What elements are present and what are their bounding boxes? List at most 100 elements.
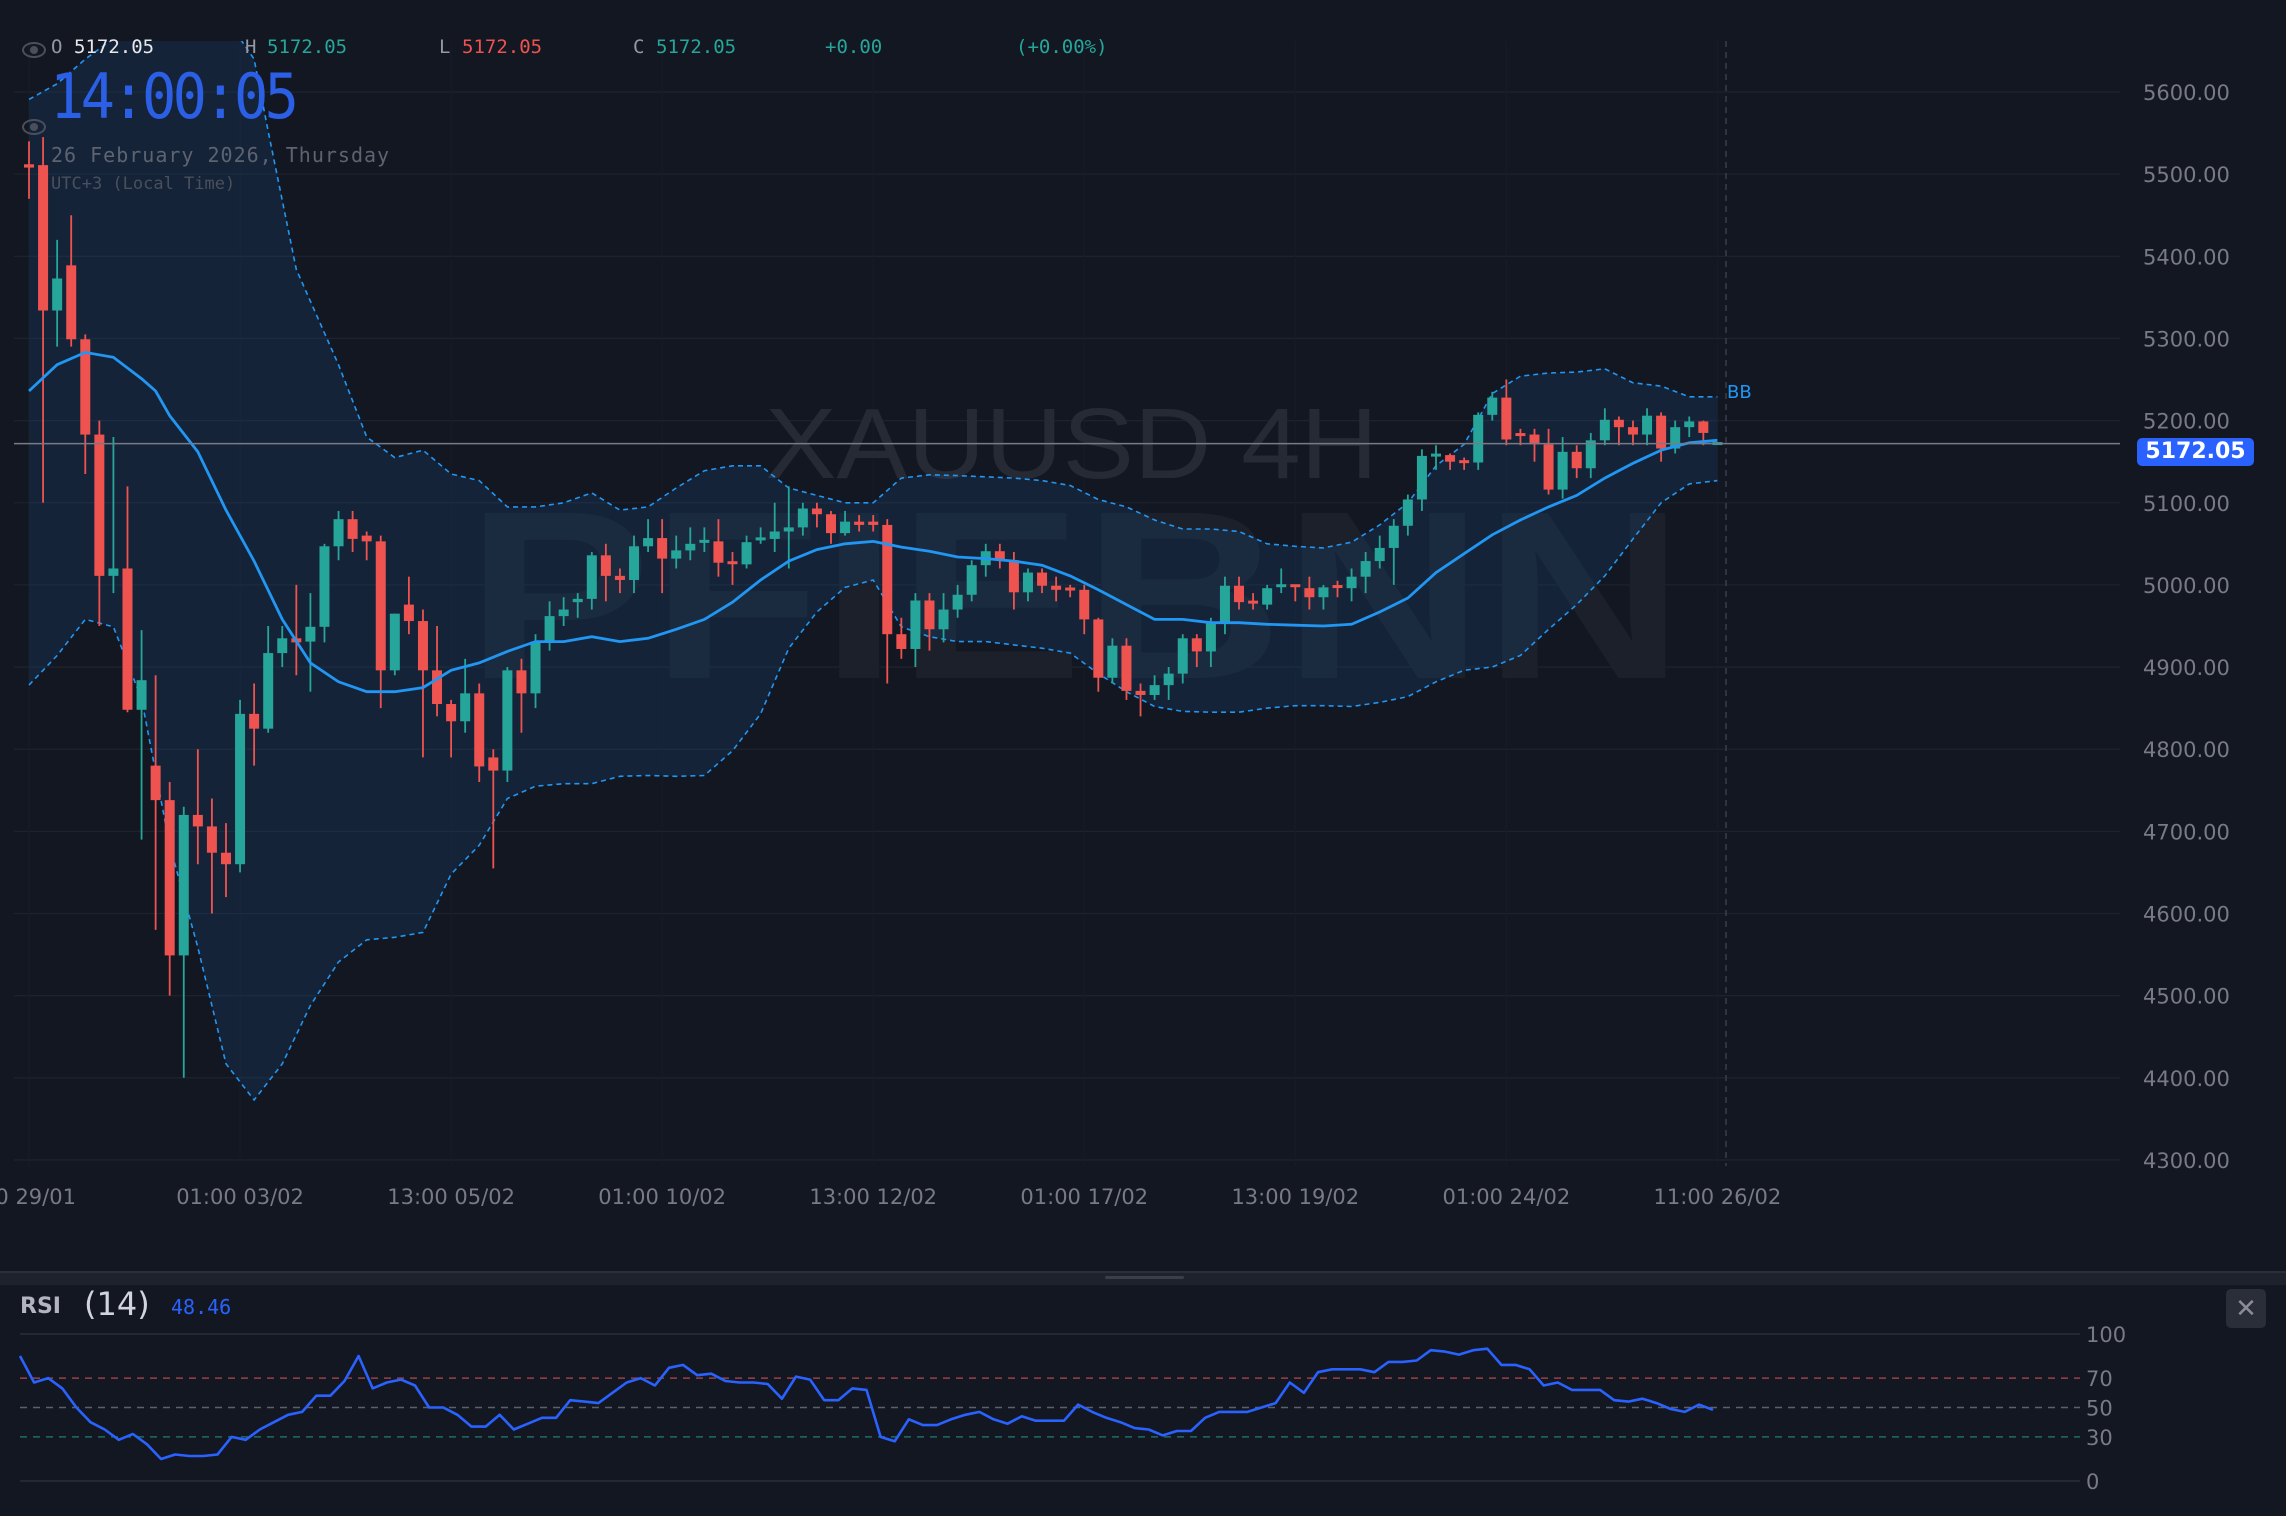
candle <box>1205 617 1216 668</box>
candle-body <box>1684 421 1695 428</box>
candle-body <box>1135 690 1146 695</box>
candle-body <box>333 519 344 547</box>
candle-body <box>502 670 513 771</box>
candle <box>1093 617 1104 692</box>
candle <box>1135 683 1146 717</box>
candle <box>600 543 611 602</box>
candle-body <box>868 521 879 525</box>
candle-body <box>1290 584 1301 588</box>
candle <box>825 510 836 544</box>
candle <box>1065 584 1076 598</box>
time-tick-label: 11:00 26/02 <box>1654 1185 1782 1209</box>
time-tick-label: 01:00 24/02 <box>1442 1185 1570 1209</box>
candle-body <box>94 434 105 576</box>
bollinger-lower-line <box>28 479 1718 1102</box>
candle-body <box>488 757 499 771</box>
candle-body <box>1022 572 1033 593</box>
candle-body <box>1656 415 1667 449</box>
candle-body <box>685 543 696 551</box>
rsi-tick-label: 0 <box>2086 1470 2099 1494</box>
candle-body <box>966 565 977 595</box>
candle-body <box>1093 619 1104 678</box>
candle-body <box>840 521 851 534</box>
candle-body <box>1431 453 1441 457</box>
logo-watermark: PFIEBNN <box>466 461 1684 729</box>
candle <box>375 535 386 709</box>
time-tick-label: 01:00 10/02 <box>598 1185 726 1209</box>
time-tick-label: 01:00 03/02 <box>176 1185 304 1209</box>
candle-body <box>797 508 808 528</box>
rsi-value: 48.46 <box>171 1295 232 1319</box>
price-axis[interactable]: 5600.00 5500.00 5400.00 5300.00 5200.00 5100.… <box>2143 81 2230 1173</box>
candle <box>783 486 794 569</box>
candle <box>586 552 597 610</box>
candle <box>1599 408 1610 446</box>
candle <box>417 609 428 758</box>
candle <box>854 515 865 532</box>
candle-body <box>614 575 625 580</box>
candle <box>1276 568 1287 594</box>
candle-body <box>643 538 654 547</box>
candle-body <box>136 680 147 710</box>
close-rsi-button[interactable]: ✕ <box>2226 1289 2266 1328</box>
candle <box>840 510 851 536</box>
candle-body <box>375 541 386 671</box>
eye-icon[interactable] <box>22 42 46 58</box>
candle-body <box>952 594 963 610</box>
candle-body <box>586 555 597 599</box>
candle-body <box>994 551 1005 561</box>
candle-body <box>1585 440 1596 469</box>
candle-body <box>220 852 231 865</box>
candle-body <box>1149 685 1160 695</box>
candle-body <box>769 531 780 539</box>
candle-body <box>1445 455 1456 462</box>
candle <box>643 519 654 553</box>
candle <box>178 806 189 1078</box>
candle-body <box>713 541 724 563</box>
candle <box>1445 453 1456 470</box>
candle <box>1684 416 1695 438</box>
price-tick-label: 4900.00 <box>2143 656 2230 680</box>
candle <box>474 683 485 783</box>
candle <box>305 593 316 692</box>
time-tick-label: 01:00 17/02 <box>1020 1185 1148 1209</box>
open-value: 5172.05 <box>74 36 155 58</box>
clock-timezone: UTC+3 (Local Time) <box>51 174 236 194</box>
candle <box>403 576 414 635</box>
candle-body <box>1304 588 1315 598</box>
candle <box>868 515 879 532</box>
rsi-tick-label: 50 <box>2086 1397 2113 1421</box>
candle-body <box>206 826 217 853</box>
candle-body <box>1627 427 1638 435</box>
candle <box>460 658 471 733</box>
pane-resize-handle[interactable] <box>1105 1276 1184 1279</box>
candle-body <box>896 634 907 649</box>
candle-body <box>1416 455 1427 500</box>
candle-body <box>235 713 246 865</box>
candle-body <box>600 555 611 576</box>
eye-icon[interactable] <box>22 119 46 135</box>
candle-body <box>882 524 893 635</box>
candle-body <box>755 537 766 541</box>
candle-body <box>460 693 471 722</box>
candle <box>1022 568 1033 602</box>
candle <box>1656 412 1667 462</box>
candle-body <box>741 542 752 565</box>
candle <box>206 798 217 914</box>
candle <box>727 552 738 585</box>
candle <box>52 239 63 347</box>
candle <box>1360 552 1371 594</box>
candle <box>361 531 372 561</box>
candle <box>994 543 1005 569</box>
candle <box>164 782 175 996</box>
candle <box>699 527 710 553</box>
candle-body <box>938 609 949 630</box>
candle <box>896 617 907 659</box>
candle <box>502 667 513 783</box>
candle <box>882 519 893 684</box>
time-axis[interactable]: 00 29/01 01:00 03/02 13:00 05/02 01:00 10/0… <box>0 1185 1781 1209</box>
candle-body <box>1163 673 1174 686</box>
candle <box>1262 584 1273 610</box>
candle-body <box>52 278 63 311</box>
